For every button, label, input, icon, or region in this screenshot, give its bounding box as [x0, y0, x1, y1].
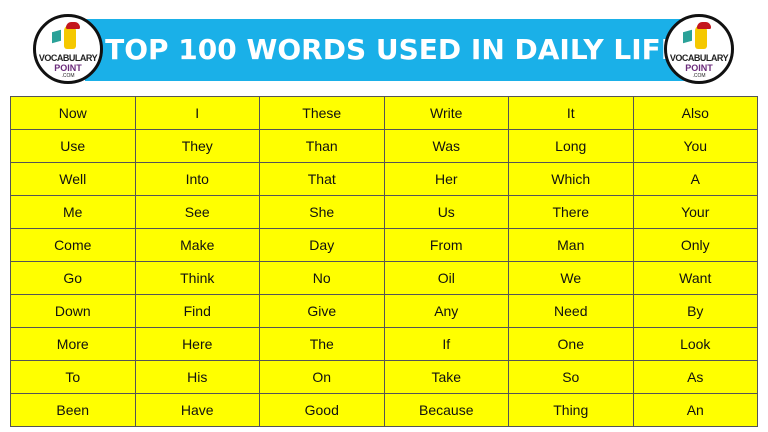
- logo-text: .COM: [692, 73, 706, 79]
- word-cell: Find: [134, 294, 260, 328]
- word-cell: Here: [134, 327, 260, 361]
- logo-text: POINT: [685, 63, 713, 73]
- word-cell: Been: [10, 393, 136, 427]
- word-cell: Well: [10, 162, 136, 196]
- table-row: Well Into That Her Which A: [10, 162, 758, 196]
- word-cell: So: [508, 360, 634, 394]
- word-cell: No: [259, 261, 385, 295]
- word-cell: Was: [383, 129, 509, 163]
- word-cell: It: [508, 96, 634, 130]
- word-cell: Think: [134, 261, 260, 295]
- mascot-icon: [64, 25, 76, 49]
- word-cell: Use: [10, 129, 136, 163]
- word-cell: Me: [10, 195, 136, 229]
- word-cell: Write: [383, 96, 509, 130]
- word-cell: Want: [632, 261, 758, 295]
- word-cell: Man: [508, 228, 634, 262]
- word-cell: Because: [383, 393, 509, 427]
- table-row: Been Have Good Because Thing An: [10, 393, 758, 427]
- word-cell: They: [134, 129, 260, 163]
- word-cell: Make: [134, 228, 260, 262]
- word-cell: There: [508, 195, 634, 229]
- word-cell: Only: [632, 228, 758, 262]
- hat-icon: [66, 22, 80, 29]
- word-cell: I: [134, 96, 260, 130]
- word-cell: Have: [134, 393, 260, 427]
- word-cell: Look: [632, 327, 758, 361]
- vocabulary-point-logo-right: VOCABULARY POINT .COM: [664, 14, 734, 84]
- table-row: To His On Take So As: [10, 360, 758, 394]
- words-table: Now I These Write It Also Use They Than Was Long Yo…: [10, 96, 758, 427]
- word-cell: Come: [10, 228, 136, 262]
- table-row: Down Find Give Any Need By: [10, 294, 758, 328]
- word-cell: These: [259, 96, 385, 130]
- word-cell: Which: [508, 162, 634, 196]
- logo-text: VOCABULARY: [669, 53, 729, 63]
- word-cell: That: [259, 162, 385, 196]
- word-cell: Also: [632, 96, 758, 130]
- logo-text: POINT: [54, 63, 82, 73]
- word-cell: His: [134, 360, 260, 394]
- word-cell: You: [632, 129, 758, 163]
- word-cell: If: [383, 327, 509, 361]
- word-cell: Into: [134, 162, 260, 196]
- word-cell: Long: [508, 129, 634, 163]
- word-cell: Take: [383, 360, 509, 394]
- word-cell: On: [259, 360, 385, 394]
- logo-text: .COM: [61, 73, 75, 79]
- word-cell: Down: [10, 294, 136, 328]
- logo-text: VOCABULARY: [38, 53, 98, 63]
- mascot-icon: [695, 25, 707, 49]
- hat-icon: [697, 22, 711, 29]
- word-cell: Your: [632, 195, 758, 229]
- word-cell: Than: [259, 129, 385, 163]
- word-cell: Need: [508, 294, 634, 328]
- word-cell: Her: [383, 162, 509, 196]
- word-cell: To: [10, 360, 136, 394]
- word-cell: Us: [383, 195, 509, 229]
- table-row: Use They Than Was Long You: [10, 129, 758, 163]
- word-cell: One: [508, 327, 634, 361]
- word-cell: The: [259, 327, 385, 361]
- word-cell: By: [632, 294, 758, 328]
- word-cell: Day: [259, 228, 385, 262]
- table-row: More Here The If One Look: [10, 327, 758, 361]
- word-cell: An: [632, 393, 758, 427]
- table-row: Me See She Us There Your: [10, 195, 758, 229]
- page-title: TOP 100 WORDS USED IN DAILY LIFE: [105, 33, 680, 66]
- title-banner: [85, 19, 700, 81]
- word-cell: Thing: [508, 393, 634, 427]
- table-row: Come Make Day From Man Only: [10, 228, 758, 262]
- word-cell: Any: [383, 294, 509, 328]
- word-cell: She: [259, 195, 385, 229]
- word-cell: More: [10, 327, 136, 361]
- table-row: Go Think No Oil We Want: [10, 261, 758, 295]
- word-cell: See: [134, 195, 260, 229]
- book-icon: [683, 29, 692, 44]
- word-cell: Now: [10, 96, 136, 130]
- word-cell: As: [632, 360, 758, 394]
- table-row: Now I These Write It Also: [10, 96, 758, 130]
- book-icon: [52, 29, 61, 44]
- vocabulary-point-logo-left: VOCABULARY POINT .COM: [33, 14, 103, 84]
- word-cell: From: [383, 228, 509, 262]
- word-cell: Good: [259, 393, 385, 427]
- word-cell: A: [632, 162, 758, 196]
- word-cell: Give: [259, 294, 385, 328]
- word-cell: Go: [10, 261, 136, 295]
- word-cell: Oil: [383, 261, 509, 295]
- word-cell: We: [508, 261, 634, 295]
